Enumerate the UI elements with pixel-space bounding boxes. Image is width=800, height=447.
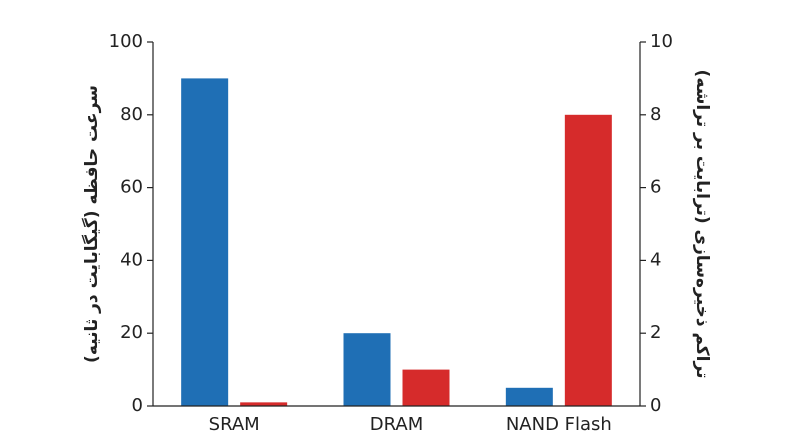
- bar: [181, 78, 229, 407]
- y-axis-label: سرعت حافظه (گیگابایت در ثانیه): [81, 85, 102, 363]
- y-tick-label: 100: [109, 31, 143, 52]
- bar: [564, 114, 612, 407]
- bar: [402, 369, 450, 406]
- bar: [240, 402, 288, 406]
- y2-axis-label: تراکم ذخیره‌سازی (ترابایت بر تراشه): [692, 70, 712, 379]
- y-tick-label: 0: [132, 395, 143, 416]
- y2-tick-label: 8: [650, 104, 661, 125]
- y2-tick-label: 4: [650, 249, 661, 270]
- y-tick-label: 80: [120, 104, 143, 125]
- y2-tick-label: 10: [650, 31, 673, 52]
- x-tick-label: NAND Flash: [506, 414, 612, 435]
- bar: [505, 387, 553, 406]
- y2-tick-label: 6: [650, 177, 661, 198]
- bar: [343, 333, 391, 406]
- y-tick-label: 40: [120, 249, 143, 270]
- y-tick-label: 20: [120, 322, 143, 343]
- y-tick-label: 60: [120, 177, 143, 198]
- x-tick-label: SRAM: [209, 414, 260, 435]
- y2-tick-label: 2: [650, 322, 661, 343]
- y2-tick-label: 0: [650, 395, 661, 416]
- x-tick-label: DRAM: [370, 414, 423, 435]
